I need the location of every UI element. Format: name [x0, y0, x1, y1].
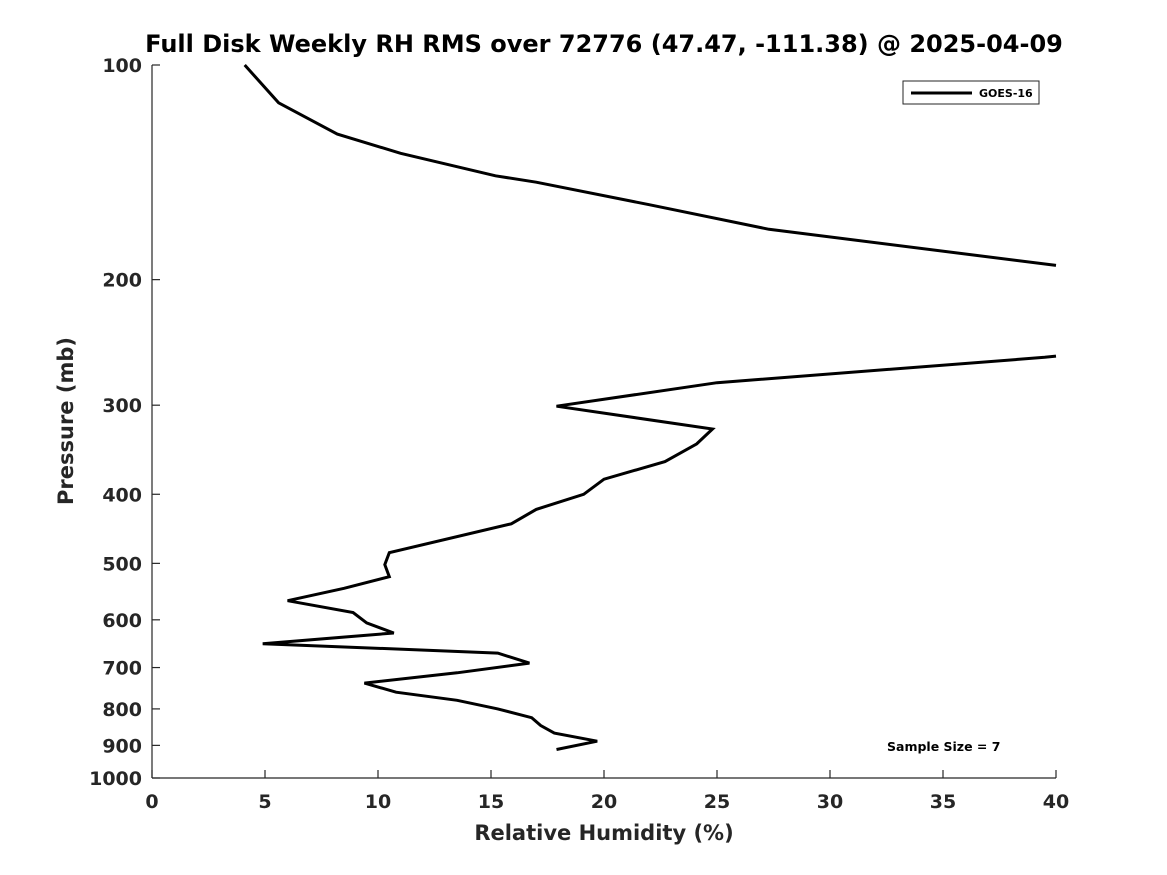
y-tick-label: 700 — [102, 658, 142, 680]
sample-size-annotation: Sample Size = 7 — [887, 739, 1000, 754]
legend: GOES-16 — [902, 80, 1040, 105]
legend-label-goes-16: GOES-16 — [979, 87, 1033, 100]
x-tick-label: 30 — [817, 791, 843, 813]
y-tick-label: 100 — [102, 55, 142, 77]
y-tick-label: 200 — [102, 270, 142, 292]
y-tick-label: 300 — [102, 395, 142, 417]
x-tick-label: 25 — [704, 791, 730, 813]
plot-area: 0 5 10 15 20 25 30 35 40 100 200 300 400 500 600 700 80… — [89, 55, 1069, 813]
series-line-goes-16 — [262, 354, 1057, 751]
x-tick-label: 10 — [365, 791, 391, 813]
series-lines — [243, 63, 1057, 751]
chart-title: Full Disk Weekly RH RMS over 72776 (47.4… — [145, 30, 1063, 58]
x-tick-label: 40 — [1043, 791, 1069, 813]
y-tick-label: 900 — [102, 735, 142, 757]
x-axis-label: Relative Humidity (%) — [474, 821, 733, 845]
y-ticks: 100 200 300 400 500 600 700 800 900 1000 — [89, 55, 160, 790]
x-tick-label: 0 — [145, 791, 158, 813]
y-axis-label: Pressure (mb) — [54, 337, 78, 505]
y-tick-label: 1000 — [89, 768, 142, 790]
y-tick-label: 800 — [102, 699, 142, 721]
x-tick-label: 20 — [591, 791, 617, 813]
x-tick-label: 35 — [930, 791, 956, 813]
x-tick-label: 5 — [258, 791, 271, 813]
x-tick-label: 15 — [478, 791, 504, 813]
x-ticks: 0 5 10 15 20 25 30 35 40 — [145, 770, 1069, 813]
y-tick-label: 500 — [102, 553, 142, 575]
y-tick-label: 600 — [102, 610, 142, 632]
y-tick-label: 400 — [102, 484, 142, 506]
series-line-goes-16 — [243, 63, 1057, 267]
